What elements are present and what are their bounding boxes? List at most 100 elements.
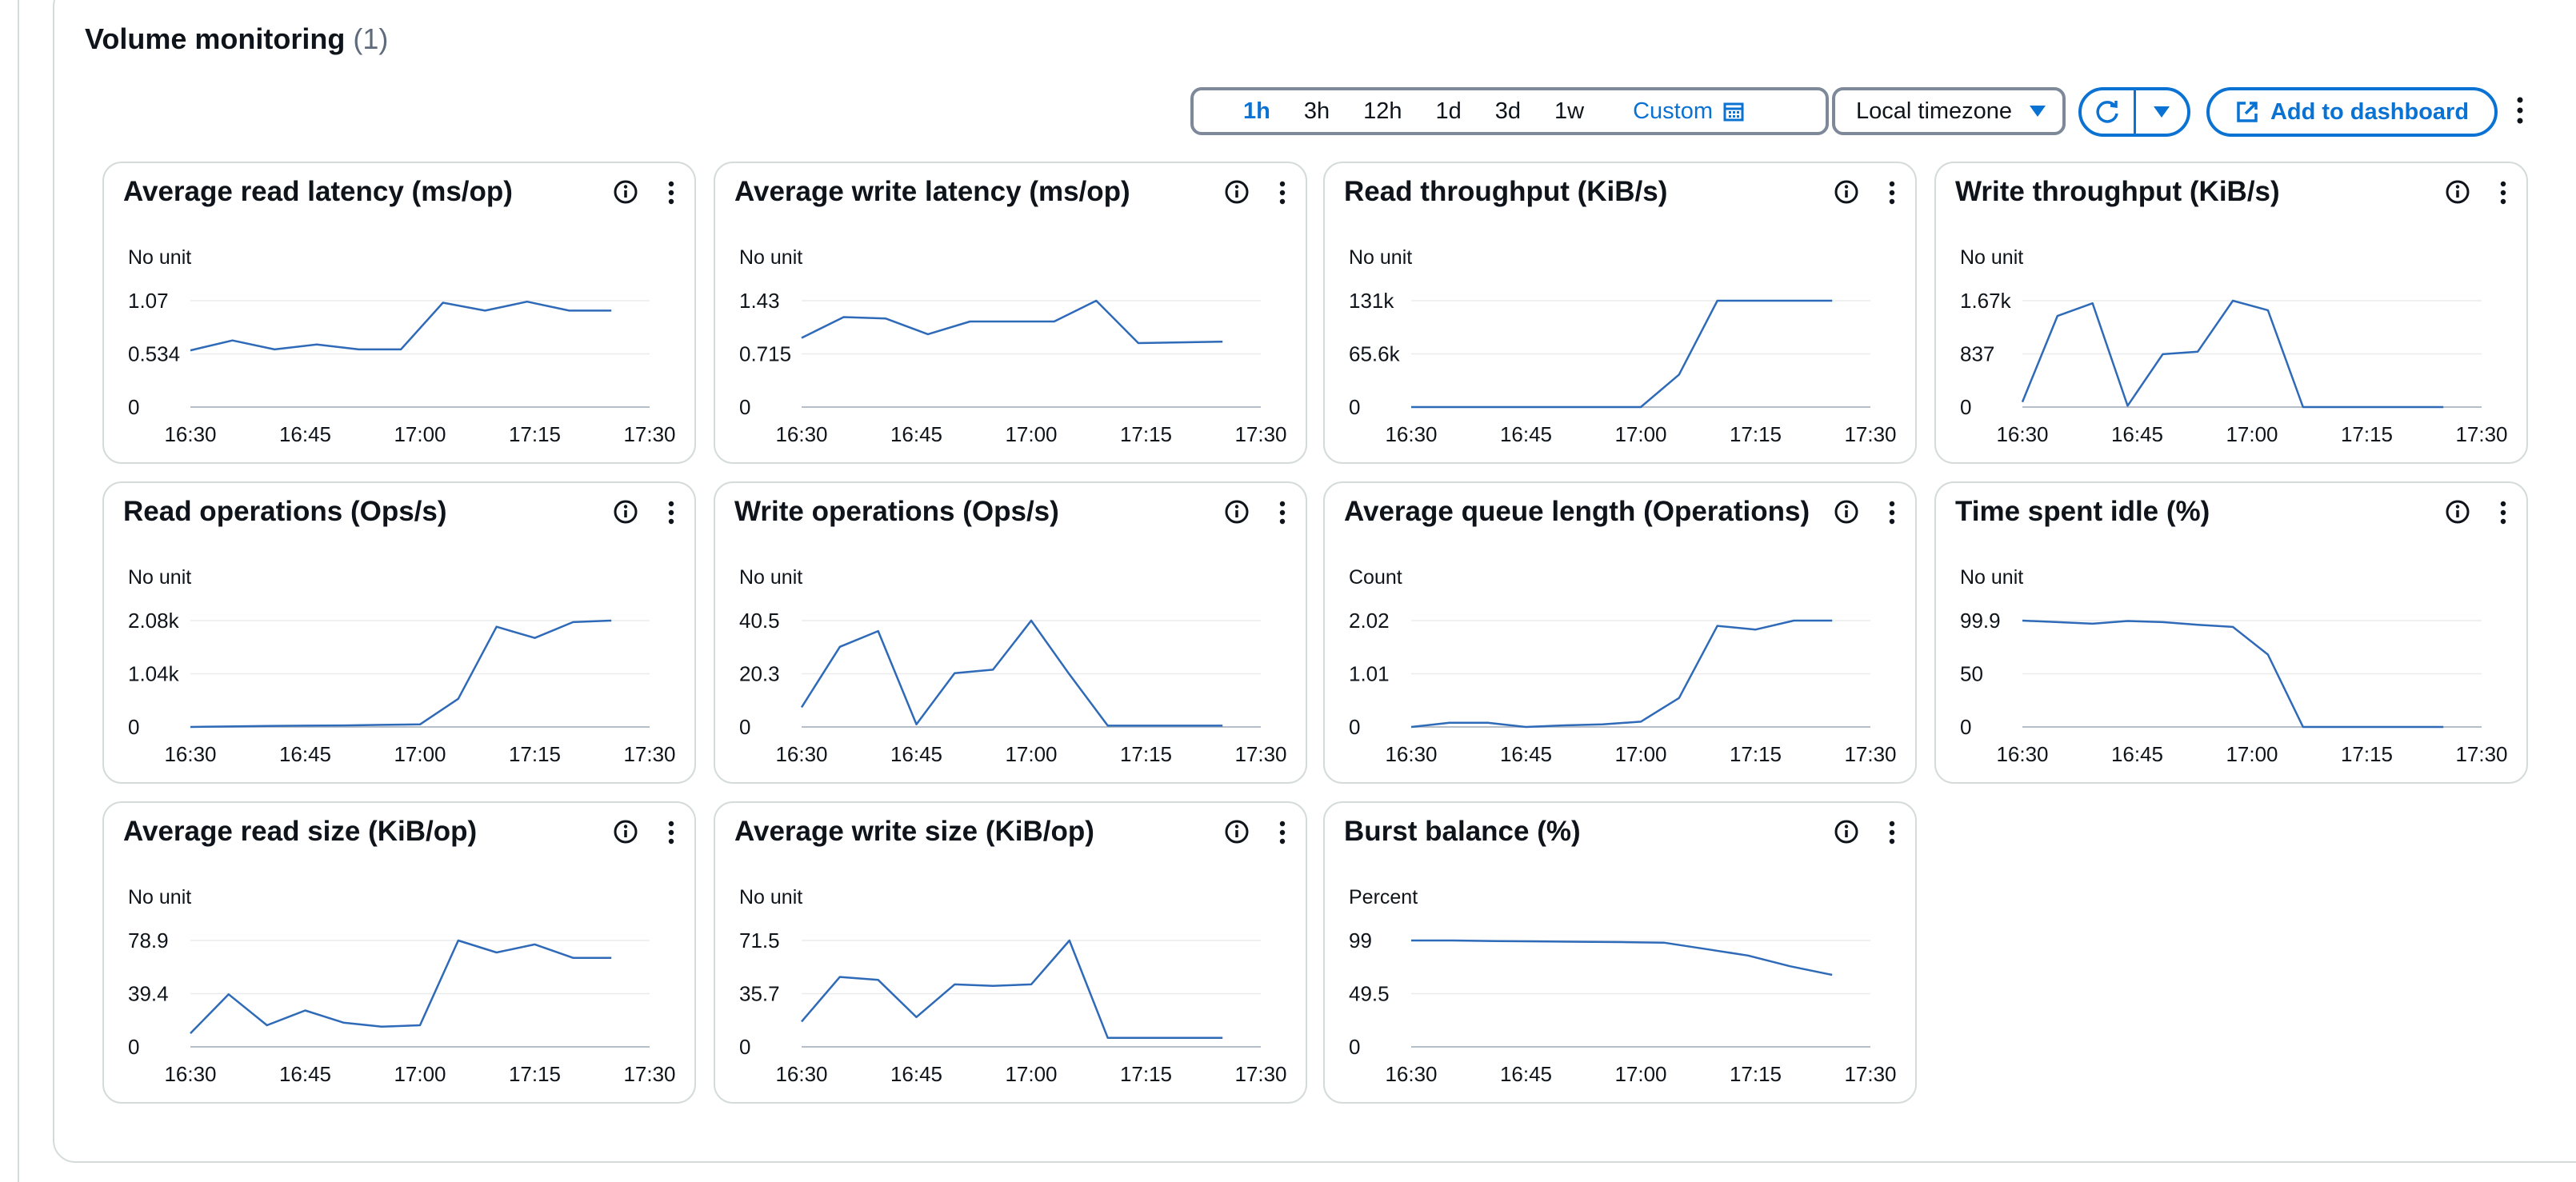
metric-card-burst-balance: Burst balance (%) Percent 0 49.5 99 16:30 16:4…: [1323, 801, 1917, 1104]
line-chart: 0 49.5 99 16:30 16:45 17:00 17:15 17:30: [1349, 928, 1897, 1086]
x-tick-label: 17:15: [1730, 1062, 1782, 1086]
x-tick-label: 17:30: [1234, 1062, 1286, 1086]
x-tick-label: 17:15: [1120, 1062, 1172, 1086]
metric-card-read-throughput-kib-s: Read throughput (KiB/s) No unit 0 65.6k 131k…: [1323, 162, 1917, 464]
x-tick-label: 17:00: [394, 422, 446, 446]
refresh-options-dropdown[interactable]: [2133, 90, 2188, 134]
card-title: Read operations (Ops/s): [123, 496, 447, 527]
x-tick-label: 17:30: [1234, 742, 1286, 766]
info-icon[interactable]: [613, 179, 638, 209]
section-heading: Volume monitoring (1): [85, 22, 388, 56]
y-tick-label: 0: [1349, 715, 1360, 739]
more-vertical-icon[interactable]: [1886, 499, 1898, 532]
x-tick-label: 16:45: [279, 422, 331, 446]
x-tick-label: 16:30: [1385, 1062, 1437, 1086]
card-title: Write operations (Ops/s): [734, 496, 1059, 527]
add-to-dashboard-button[interactable]: Add to dashboard: [2206, 87, 2498, 137]
series-line: [800, 619, 1223, 727]
y-tick-label: 49.5: [1349, 982, 1390, 1006]
x-tick-label: 17:15: [1120, 742, 1172, 766]
unit-label: No unit: [1349, 246, 1413, 269]
y-tick-label: 837: [1960, 342, 1994, 366]
x-tick-label: 17:00: [1614, 742, 1666, 766]
more-vertical-icon[interactable]: [2498, 499, 2509, 532]
x-tick-label: 17:00: [394, 742, 446, 766]
metric-card-average-write-size-kib-op: Average write size (KiB/op) No unit 0 35.7 7…: [714, 801, 1307, 1104]
range-option-1d[interactable]: 1d: [1435, 98, 1462, 124]
x-tick-label: 17:30: [1234, 422, 1286, 446]
range-option-12h[interactable]: 12h: [1363, 98, 1402, 124]
y-tick-label: 1.01: [1349, 662, 1390, 686]
info-icon[interactable]: [1834, 819, 1859, 849]
card-title: Average read size (KiB/op): [123, 816, 478, 847]
line-chart: 0 39.4 78.9 16:30 16:45 17:00 17:15 17:30: [128, 928, 676, 1086]
x-tick-label: 16:30: [1996, 422, 2048, 446]
unit-label: No unit: [739, 886, 803, 908]
series-line: [190, 619, 612, 729]
external-link-icon: [2237, 102, 2258, 122]
x-tick-label: 16:45: [890, 742, 942, 766]
x-tick-label: 16:45: [2111, 742, 2163, 766]
more-vertical-icon[interactable]: [1886, 819, 1898, 852]
more-vertical-icon[interactable]: [666, 179, 677, 212]
metric-card-write-operations-ops-s: Write operations (Ops/s) No unit 0 20.3 40.5…: [714, 481, 1307, 784]
x-tick-label: 17:30: [623, 1062, 675, 1086]
timezone-select[interactable]: Local timezone: [1832, 87, 2066, 135]
more-vertical-icon[interactable]: [666, 499, 677, 532]
more-vertical-icon[interactable]: [1277, 179, 1288, 212]
series-line: [190, 939, 612, 1034]
info-icon[interactable]: [1224, 179, 1250, 209]
metric-card-time-spent-idle: Time spent idle (%) No unit 0 50 99.9 16:30 16…: [1934, 481, 2528, 784]
info-icon[interactable]: [1834, 499, 1859, 529]
metric-card-average-queue-length-operations: Average queue length (Operations) Count 0 1…: [1323, 481, 1917, 784]
x-tick-label: 16:30: [164, 422, 216, 446]
info-icon[interactable]: [1224, 499, 1250, 529]
x-tick-label: 16:45: [279, 1062, 331, 1086]
info-icon[interactable]: [1224, 819, 1250, 849]
page-actions-menu[interactable]: [2514, 94, 2526, 130]
x-tick-label: 17:15: [509, 1062, 561, 1086]
y-tick-label: 0.715: [739, 342, 791, 366]
more-vertical-icon[interactable]: [2498, 179, 2509, 212]
y-tick-label: 0: [128, 1035, 139, 1059]
x-tick-label: 16:30: [775, 1062, 827, 1086]
y-tick-label: 71.5: [739, 928, 780, 952]
refresh-button[interactable]: [2082, 90, 2134, 134]
metric-card-read-operations-ops-s: Read operations (Ops/s) No unit 0 1.04k 2.08…: [102, 481, 696, 784]
series-line: [801, 299, 1223, 345]
more-vertical-icon[interactable]: [666, 819, 677, 852]
card-title: Average write size (KiB/op): [734, 816, 1094, 847]
refresh-icon: [2096, 101, 2118, 123]
card-title: Average write latency (ms/op): [734, 176, 1130, 207]
range-option-custom[interactable]: Custom: [1601, 98, 1762, 125]
range-option-1w[interactable]: 1w: [1554, 98, 1585, 124]
info-icon[interactable]: [613, 499, 638, 529]
x-tick-label: 16:30: [1996, 742, 2048, 766]
card-title: Average read latency (ms/op): [123, 176, 513, 207]
range-option-3h[interactable]: 3h: [1303, 98, 1330, 124]
x-tick-label: 17:15: [2341, 422, 2393, 446]
x-tick-label: 17:30: [2455, 422, 2507, 446]
x-tick-label: 17:30: [1844, 422, 1896, 446]
x-tick-label: 16:45: [279, 742, 331, 766]
y-tick-label: 0: [1349, 1035, 1360, 1059]
more-vertical-icon[interactable]: [1886, 179, 1898, 212]
x-tick-label: 16:30: [775, 422, 827, 446]
line-chart: 0 1.04k 2.08k 16:30 16:45 17:00 17:15 17:30: [128, 609, 676, 766]
info-icon[interactable]: [613, 819, 638, 849]
range-option-1h[interactable]: 1h: [1243, 98, 1270, 124]
card-title: Time spent idle (%): [1955, 496, 2210, 527]
info-icon[interactable]: [1834, 179, 1859, 209]
more-vertical-icon[interactable]: [1277, 819, 1288, 852]
info-icon[interactable]: [2445, 179, 2470, 209]
range-option-3d[interactable]: 3d: [1494, 98, 1522, 124]
y-tick-label: 131k: [1349, 289, 1394, 313]
unit-label: No unit: [128, 246, 192, 269]
card-title: Write throughput (KiB/s): [1955, 176, 2280, 207]
x-tick-label: 17:30: [1844, 1062, 1896, 1086]
unit-label: No unit: [128, 566, 192, 589]
y-tick-label: 78.9: [128, 928, 169, 952]
info-icon[interactable]: [2445, 499, 2470, 529]
x-tick-label: 17:30: [623, 422, 675, 446]
more-vertical-icon[interactable]: [1277, 499, 1288, 532]
